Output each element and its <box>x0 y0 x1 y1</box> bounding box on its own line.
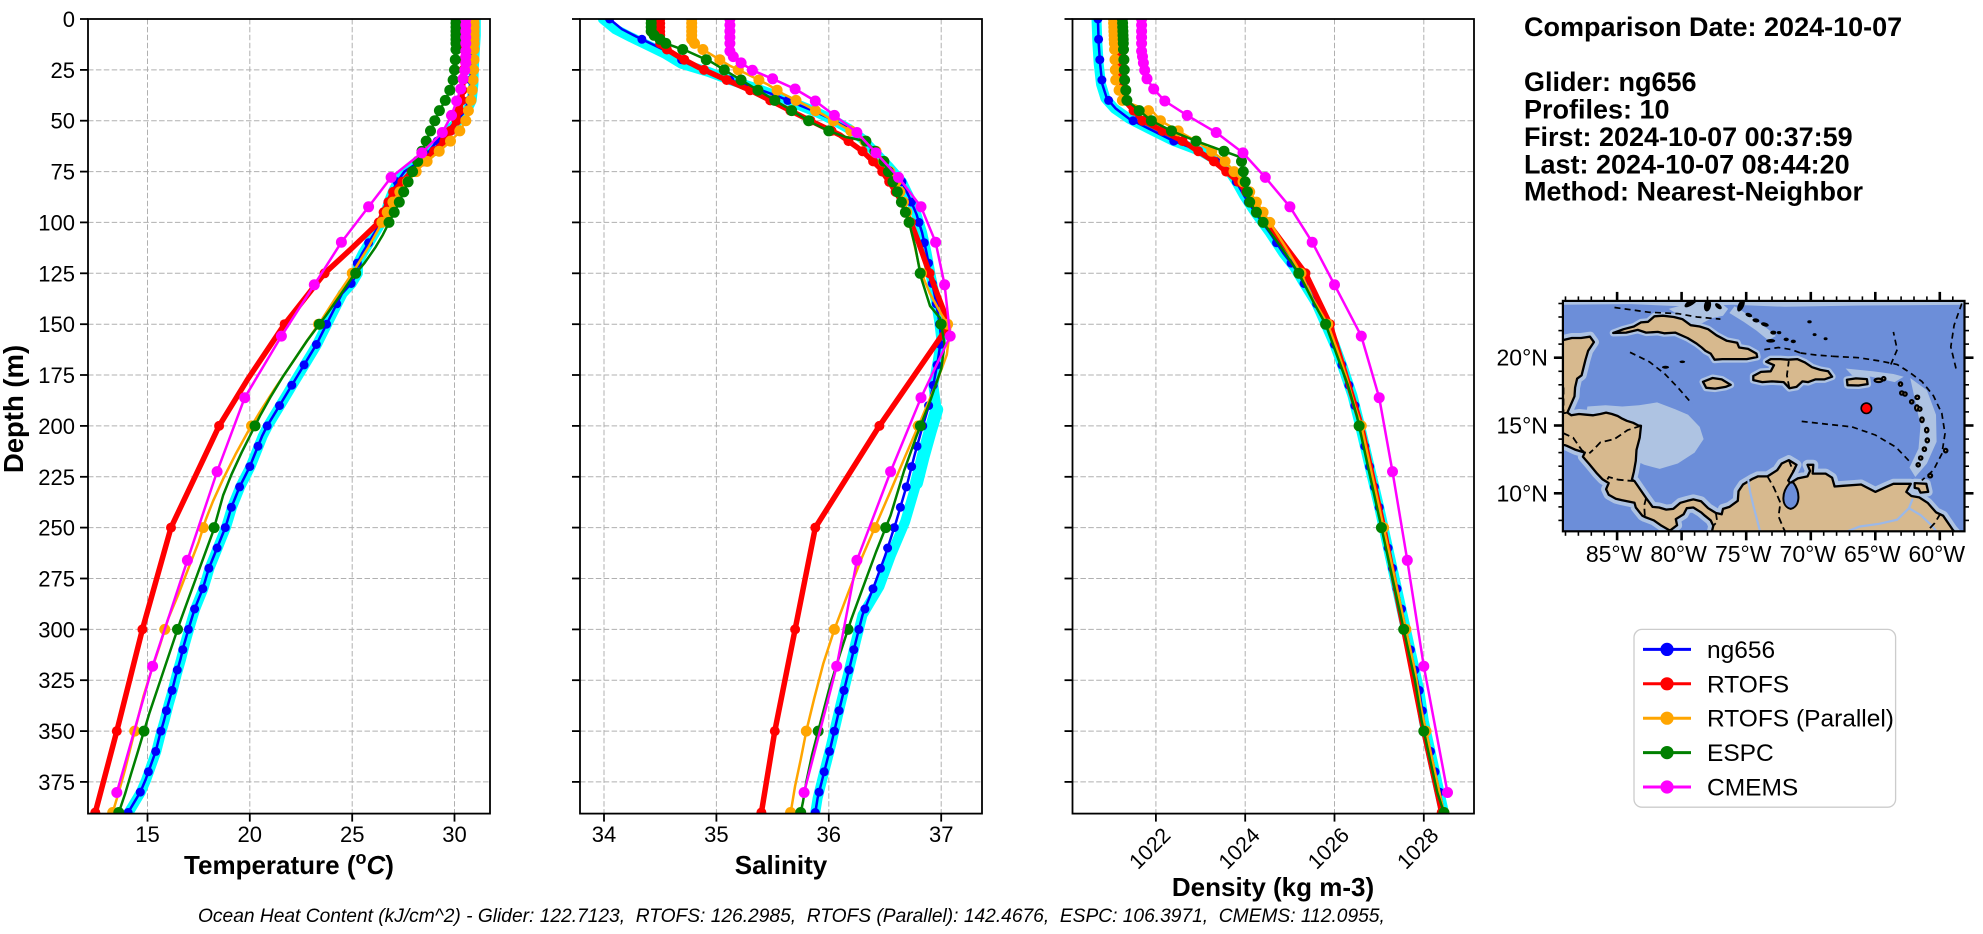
svg-text:85°W: 85°W <box>1586 541 1643 567</box>
svg-text:350: 350 <box>38 719 75 744</box>
svg-text:35: 35 <box>704 822 728 847</box>
svg-text:25: 25 <box>340 822 364 847</box>
svg-text:275: 275 <box>38 567 75 592</box>
svg-text:Profiles: 10: Profiles: 10 <box>1524 95 1670 125</box>
svg-text:25: 25 <box>51 58 75 83</box>
svg-text:Ocean Heat Content (kJ/cm^2) -: Ocean Heat Content (kJ/cm^2) - Glider: 1… <box>198 906 1385 927</box>
svg-text:Salinity: Salinity <box>735 850 828 880</box>
svg-text:70°W: 70°W <box>1780 541 1837 567</box>
svg-text:300: 300 <box>38 617 75 642</box>
svg-text:175: 175 <box>38 363 75 388</box>
svg-text:Method: Nearest-Neighbor: Method: Nearest-Neighbor <box>1524 177 1864 207</box>
svg-text:Depth (m): Depth (m) <box>0 345 29 473</box>
svg-text:225: 225 <box>38 465 75 490</box>
svg-text:325: 325 <box>38 668 75 693</box>
svg-text:200: 200 <box>38 414 75 439</box>
svg-text:20: 20 <box>238 822 262 847</box>
svg-text:75°W: 75°W <box>1715 541 1772 567</box>
svg-text:20°N: 20°N <box>1497 345 1548 371</box>
svg-text:Last: 2024-10-07 08:44:20: Last: 2024-10-07 08:44:20 <box>1524 150 1850 180</box>
svg-text:37: 37 <box>929 822 953 847</box>
svg-text:0: 0 <box>63 7 75 32</box>
svg-text:36: 36 <box>817 822 841 847</box>
svg-text:ng656: ng656 <box>1707 637 1775 664</box>
svg-text:15°N: 15°N <box>1497 413 1548 439</box>
svg-text:First: 2024-10-07 00:37:59: First: 2024-10-07 00:37:59 <box>1524 122 1853 152</box>
svg-text:30: 30 <box>442 822 466 847</box>
svg-text:10°N: 10°N <box>1497 480 1548 506</box>
svg-text:150: 150 <box>38 312 75 337</box>
svg-text:15: 15 <box>135 822 159 847</box>
svg-text:125: 125 <box>38 261 75 286</box>
svg-text:375: 375 <box>38 770 75 795</box>
svg-text:34: 34 <box>592 822 616 847</box>
svg-text:ESPC: ESPC <box>1707 740 1774 767</box>
svg-text:Glider: ng656: Glider: ng656 <box>1524 67 1697 97</box>
svg-text:100: 100 <box>38 210 75 235</box>
svg-text:250: 250 <box>38 516 75 541</box>
svg-text:CMEMS: CMEMS <box>1707 775 1798 802</box>
svg-text:RTOFS (Parallel): RTOFS (Parallel) <box>1707 706 1894 733</box>
svg-text:Density (kg m-3): Density (kg m-3) <box>1172 872 1374 902</box>
svg-text:65°W: 65°W <box>1844 541 1901 567</box>
svg-text:60°W: 60°W <box>1909 541 1966 567</box>
svg-text:75: 75 <box>51 160 75 185</box>
svg-text:80°W: 80°W <box>1650 541 1707 567</box>
svg-text:Comparison Date: 2024-10-07: Comparison Date: 2024-10-07 <box>1524 12 1902 42</box>
svg-text:RTOFS: RTOFS <box>1707 671 1789 698</box>
svg-text:50: 50 <box>51 109 75 134</box>
